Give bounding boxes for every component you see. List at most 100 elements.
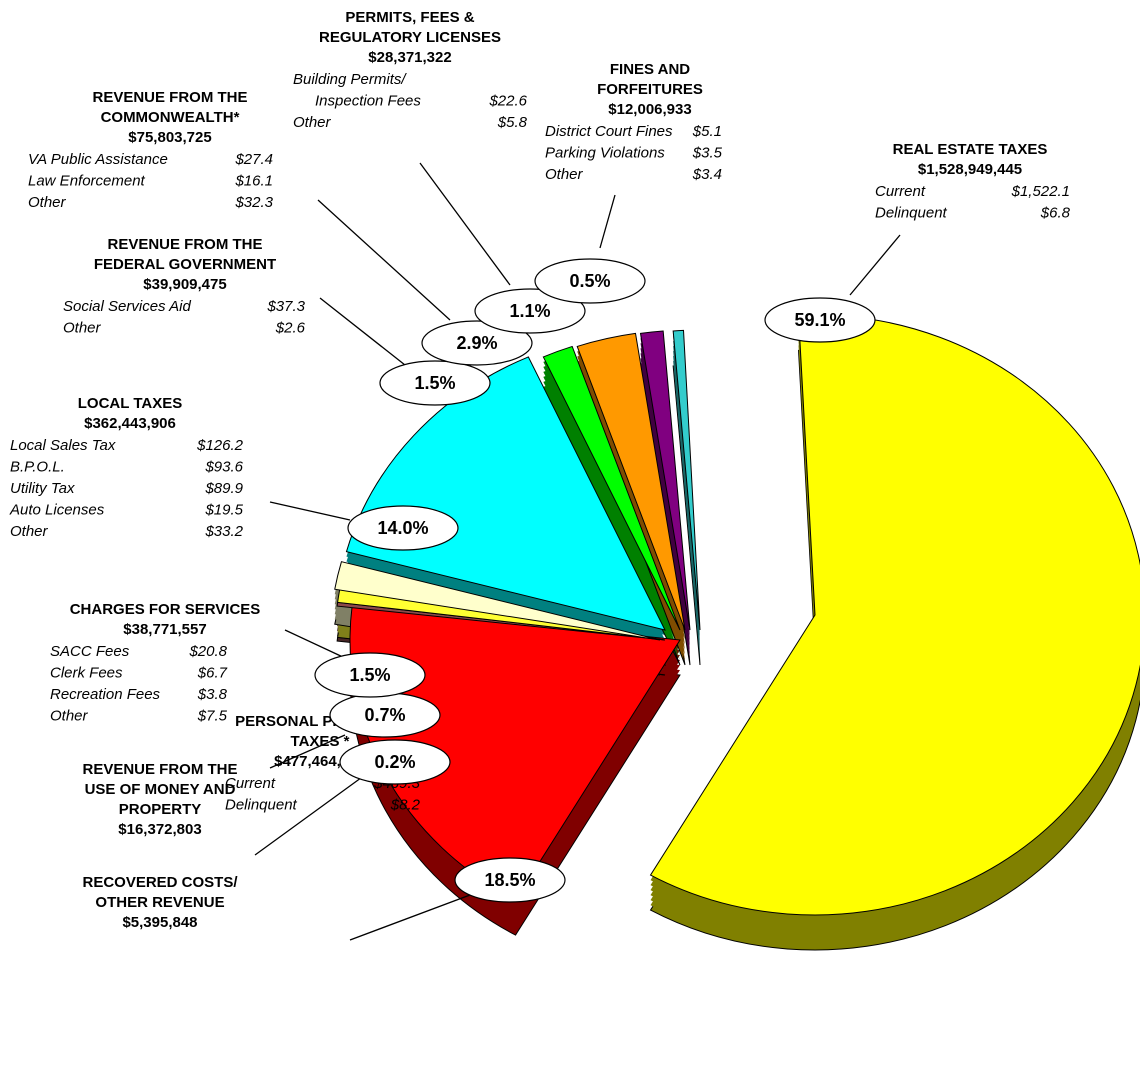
amount-label: $16,372,803 [118,821,201,838]
detail-label: Utility Tax [10,480,75,497]
label-ellipse [764,297,876,343]
leader-line [319,297,406,366]
slice-side [640,350,690,650]
slice-side [640,345,690,645]
detail-value: $22.6 [488,92,527,109]
detail-value: $6.7 [197,664,228,681]
label-ellipse [454,857,566,903]
detail-label: Delinquent [225,796,298,813]
slice [542,345,681,631]
value-label: 59.1% [794,310,845,330]
detail-value: $27.4 [234,151,273,168]
detail-value: $89.9 [204,480,243,497]
amount-label: $38,771,557 [123,621,206,638]
slice [672,329,701,631]
amount-label: $1,528,949,445 [918,161,1022,178]
detail-label: Inspection Fees [315,92,421,109]
detail-label: Other [545,166,584,183]
detail-label: Current [225,775,276,792]
detail-value: $5.8 [497,114,528,131]
slice-side [673,355,700,655]
leader-line [317,199,451,321]
slice [649,314,1140,916]
detail-value: $3.5 [692,144,723,161]
detail-value: $3.4 [692,166,722,183]
value-label: 1.5% [349,665,390,685]
detail-label: District Court Fines [545,123,673,140]
detail-value: $3.8 [197,686,228,703]
category-label: TAXES * [291,733,350,750]
detail-label: Building Permits/ [293,71,407,88]
category-label: REGULATORY LICENSES [319,29,501,46]
category-label: USE OF MONEY AND [85,781,236,798]
detail-value: $93.6 [204,458,243,475]
category-label: RECOVERED COSTS/ [82,874,238,891]
detail-label: Delinquent [875,204,948,221]
slice [639,330,691,631]
category-label: OTHER REVENUE [95,894,224,911]
value-label: 18.5% [484,870,535,890]
value-label: 14.0% [377,518,428,538]
detail-value: $2.6 [275,319,306,336]
amount-label: $28,371,322 [368,49,451,66]
detail-label: Auto Licenses [9,501,105,518]
leader-line [284,629,346,659]
amount-label: $39,909,475 [143,276,226,293]
detail-value: $32.3 [234,194,273,211]
slice-side [640,335,690,635]
detail-label: Social Services Aid [63,298,191,315]
amount-label: $12,006,933 [608,101,691,118]
leader-line [269,501,351,521]
category-label: COMMONWEALTH* [101,109,240,126]
detail-label: Other [10,523,49,540]
pie-tops [334,314,1140,916]
detail-label: Recreation Fees [50,686,161,703]
detail-value: $1,522.1 [1011,183,1070,200]
slice-side [673,350,700,650]
label-ellipse [421,320,533,366]
detail-value: $8.2 [390,796,421,813]
label-ellipse [534,258,646,304]
value-label: 1.5% [414,373,455,393]
category-label: FORFEITURES [597,81,703,98]
category-label: REVENUE FROM THE [82,761,237,778]
category-label: REVENUE FROM THE [92,89,247,106]
slice-side [673,345,700,645]
leader-line [849,234,901,296]
detail-label: Other [63,319,102,336]
detail-label: Parking Violations [545,144,665,161]
detail-label: Other [50,707,89,724]
detail-label: SACC Fees [50,643,130,660]
detail-value: $6.8 [1040,204,1071,221]
detail-value: $16.1 [234,172,273,189]
label-ellipse [347,505,459,551]
category-label: LOCAL TAXES [78,395,182,412]
category-label: REVENUE FROM THE [107,236,262,253]
slice-side [640,355,690,655]
detail-label: Other [293,114,332,131]
label-ellipse [314,652,426,698]
detail-label: Law Enforcement [28,172,146,189]
slice-side [640,340,690,640]
detail-value: $19.5 [204,501,243,518]
detail-label: Other [28,194,67,211]
value-label: 0.7% [364,705,405,725]
category-label: FEDERAL GOVERNMENT [94,256,276,273]
detail-label: B.P.O.L. [10,458,65,475]
detail-value: $126.2 [196,437,244,454]
category-label: PERMITS, FEES & [345,9,474,26]
value-label: 2.9% [456,333,497,353]
detail-value: $33.2 [204,523,243,540]
leader-line [599,194,616,249]
category-label: PROPERTY [119,801,202,818]
label-ellipse [379,360,491,406]
amount-label: $75,803,725 [128,129,211,146]
leader-line [254,774,366,856]
label-ellipse [339,739,451,785]
slice [334,561,661,641]
leader-line [349,894,471,941]
leader-line [269,734,346,769]
value-label: 0.2% [374,752,415,772]
value-label: 0.5% [569,271,610,291]
